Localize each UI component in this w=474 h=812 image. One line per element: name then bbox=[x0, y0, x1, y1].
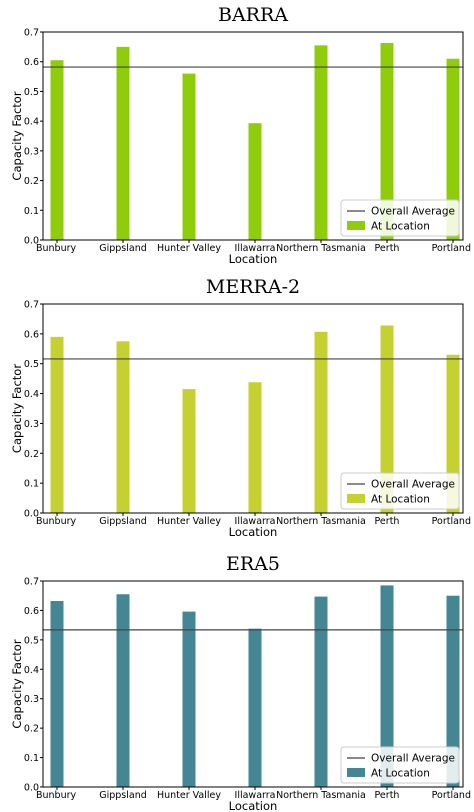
bar-perth bbox=[380, 42, 394, 240]
bar-illawarra bbox=[248, 123, 262, 240]
bar-gippsland bbox=[116, 341, 130, 513]
chart-panel-barra: BARRA 0.0 0.1 0.2 0.3 0.4 0.5 0.6 0.7 Bunbury Gipp… bbox=[10, 4, 471, 266]
x-tick-label: Illawarra bbox=[235, 516, 276, 527]
x-tick-label: Perth bbox=[375, 516, 400, 527]
x-tick-label: Northern Tasmania bbox=[276, 516, 366, 527]
y-tick-label: 0.7 bbox=[24, 577, 39, 588]
bar-bunbury bbox=[50, 336, 64, 513]
legend: Overall Average At Location bbox=[340, 472, 460, 510]
legend-bar-swatch bbox=[347, 494, 365, 503]
y-tick-label: 0.0 bbox=[24, 509, 39, 520]
chart-panel-merra-2: MERRA-2 0.0 0.1 0.2 0.3 0.4 0.5 0.6 0.7 Bunbury Gi… bbox=[10, 276, 471, 539]
x-tick-label: Hunter Valley bbox=[157, 516, 221, 527]
legend-box bbox=[340, 199, 460, 237]
y-tick-label: 0.6 bbox=[24, 57, 39, 68]
y-tick-label: 0.6 bbox=[24, 329, 39, 340]
y-tick-label: 0.1 bbox=[24, 479, 39, 490]
bar-bunbury bbox=[50, 601, 64, 787]
axes-frame bbox=[42, 580, 464, 788]
y-axis-label: Capacity Factor bbox=[10, 91, 24, 180]
x-axis-label: Location bbox=[229, 799, 278, 812]
x-tick-label: Gippsland bbox=[99, 790, 147, 801]
axes-frame bbox=[42, 31, 464, 241]
chart-title: BARRA bbox=[218, 4, 288, 26]
y-tick-label: 0.3 bbox=[24, 694, 39, 705]
y-tick-label: 0.1 bbox=[24, 753, 39, 764]
x-tick-label: Northern Tasmania bbox=[276, 790, 366, 801]
y-axis-label: Capacity Factor bbox=[10, 639, 24, 728]
x-tick-label: Bunbury bbox=[36, 516, 77, 527]
bar-bunbury bbox=[50, 60, 64, 240]
y-tick-label: 0.7 bbox=[24, 300, 39, 311]
bar-illawarra bbox=[248, 382, 262, 513]
y-tick-label: 0.2 bbox=[24, 176, 39, 187]
y-tick-label: 0.3 bbox=[24, 146, 39, 157]
y-tick-label: 0.0 bbox=[24, 236, 39, 247]
legend: Overall Average At Location bbox=[340, 746, 460, 784]
y-tick-label: 0.6 bbox=[24, 606, 39, 617]
x-tick-label: Northern Tasmania bbox=[276, 243, 366, 254]
legend-label-at-location: At Location bbox=[371, 221, 430, 233]
chart-title: ERA5 bbox=[226, 553, 280, 575]
x-tick-label: Bunbury bbox=[36, 243, 77, 254]
y-tick-label: 0.4 bbox=[24, 117, 39, 128]
x-axis-label: Location bbox=[229, 525, 278, 539]
legend-bar-swatch bbox=[347, 768, 365, 777]
y-tick-label: 0.4 bbox=[24, 665, 39, 676]
bar-illawarra bbox=[248, 628, 262, 787]
bar-northern-tasmania bbox=[314, 331, 328, 513]
y-tick-label: 0.1 bbox=[24, 206, 39, 217]
bar-portland bbox=[446, 58, 460, 240]
x-tick-label: Hunter Valley bbox=[157, 243, 221, 254]
legend-label-at-location: At Location bbox=[371, 494, 430, 506]
legend-label-overall-average: Overall Average bbox=[371, 206, 455, 218]
legend-box bbox=[340, 746, 460, 784]
x-tick-label: Portland bbox=[432, 790, 471, 801]
bar-gippsland bbox=[116, 594, 130, 787]
y-tick-label: 0.5 bbox=[24, 87, 39, 98]
y-tick-label: 0.5 bbox=[24, 635, 39, 646]
legend-bar-swatch bbox=[347, 221, 365, 230]
bar-northern-tasmania bbox=[314, 596, 328, 787]
x-tick-label: Hunter Valley bbox=[157, 790, 221, 801]
y-tick-label: 0.4 bbox=[24, 389, 39, 400]
bar-gippsland bbox=[116, 46, 130, 240]
chart-title: MERRA-2 bbox=[206, 276, 300, 298]
x-tick-label: Gippsland bbox=[99, 243, 147, 254]
x-tick-label: Portland bbox=[432, 516, 471, 527]
legend-label-overall-average: Overall Average bbox=[371, 753, 455, 765]
x-tick-label: Bunbury bbox=[36, 790, 77, 801]
bar-hunter-valley bbox=[182, 389, 196, 513]
x-axis-label: Location bbox=[229, 252, 278, 266]
x-tick-label: Illawarra bbox=[235, 243, 276, 254]
y-tick-label: 0.2 bbox=[24, 724, 39, 735]
legend: Overall Average At Location bbox=[340, 199, 460, 237]
x-tick-label: Illawarra bbox=[235, 790, 276, 801]
bar-portland bbox=[446, 595, 460, 787]
y-axis-label: Capacity Factor bbox=[10, 364, 24, 453]
x-tick-label: Portland bbox=[432, 243, 471, 254]
chart-panel-era5: ERA5 0.0 0.1 0.2 0.3 0.4 0.5 0.6 0.7 Bunbury Gipps… bbox=[10, 553, 471, 812]
legend-box bbox=[340, 472, 460, 510]
x-tick-label: Perth bbox=[375, 790, 400, 801]
x-tick-label: Perth bbox=[375, 243, 400, 254]
bar-hunter-valley bbox=[182, 73, 196, 240]
y-tick-label: 0.3 bbox=[24, 419, 39, 430]
legend-label-at-location: At Location bbox=[371, 768, 430, 780]
y-tick-label: 0.5 bbox=[24, 359, 39, 370]
y-tick-label: 0.7 bbox=[24, 28, 39, 39]
axes-frame bbox=[42, 303, 464, 514]
bar-hunter-valley bbox=[182, 611, 196, 787]
bar-perth bbox=[380, 585, 394, 787]
x-tick-label: Gippsland bbox=[99, 516, 147, 527]
legend-label-overall-average: Overall Average bbox=[371, 479, 455, 491]
y-tick-label: 0.0 bbox=[24, 783, 39, 794]
y-tick-label: 0.2 bbox=[24, 449, 39, 460]
bar-perth bbox=[380, 325, 394, 513]
bar-northern-tasmania bbox=[314, 45, 328, 240]
